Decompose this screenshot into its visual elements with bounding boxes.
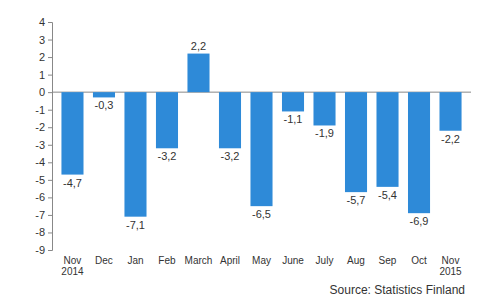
y-tick-label: -7: [35, 209, 45, 221]
y-tick-mark: [48, 110, 52, 111]
y-tick-label: 3: [39, 34, 45, 46]
y-tick-mark: [48, 92, 52, 93]
x-tick-label: Jan: [127, 255, 143, 266]
x-tick-label: May: [252, 255, 271, 266]
y-tick: 2: [39, 51, 52, 63]
data-label: -5,7: [347, 194, 366, 206]
y-tick: 3: [39, 34, 52, 46]
data-label: -1,9: [315, 127, 334, 139]
y-tick: -1: [35, 104, 52, 116]
y-tick-label: -1: [35, 104, 45, 116]
data-label: -6,9: [410, 215, 429, 227]
y-tick-label: -4: [35, 156, 45, 168]
chart: -9 -8 -7 -6 -5 -4 -3 -2 -1 0 1 2 3 4 -4,7 -0,3 -7,1 -3,2 2…: [0, 0, 491, 302]
data-label: 2,2: [191, 40, 206, 52]
y-tick-label: 0: [39, 86, 45, 98]
bar: [250, 92, 272, 206]
y-tick-mark: [48, 127, 52, 128]
y-tick-label: 1: [39, 69, 45, 81]
source-note: Source: Statistics Finland: [330, 283, 465, 297]
data-label: -3,2: [221, 150, 240, 162]
y-tick-mark: [48, 40, 52, 41]
x-tick-label: Feb: [158, 255, 176, 266]
plot: -9 -8 -7 -6 -5 -4 -3 -2 -1 0 1 2 3 4 -4,7 -0,3 -7,1 -3,2 2…: [35, 16, 471, 277]
y-tick-mark: [48, 215, 52, 216]
data-label: -3,2: [158, 150, 177, 162]
x-tick-label: Aug: [347, 255, 365, 266]
x-tick-label: Dec: [95, 255, 113, 266]
y-tick-label: -9: [35, 244, 45, 256]
bar: [187, 54, 209, 93]
x-tick-label: March: [185, 255, 213, 266]
data-label: -4,7: [63, 177, 82, 189]
y-tick-label: -8: [35, 226, 45, 238]
x-axis: Nov2014 Dec Jan Feb March April May June July Aug…: [61, 255, 462, 277]
x-tick-label: Nov2015: [439, 255, 462, 277]
bar: [93, 92, 115, 97]
y-tick: -2: [35, 121, 52, 133]
y-tick: -5: [35, 174, 52, 186]
y-tick: -6: [35, 191, 52, 203]
bar: [61, 92, 83, 174]
data-label: -2,2: [441, 133, 460, 145]
y-tick: -7: [35, 209, 52, 221]
y-tick-label: -6: [35, 191, 45, 203]
y-tick-label: 2: [39, 51, 45, 63]
y-axis-line: [48, 23, 53, 251]
y-tick-mark: [48, 232, 52, 233]
x-tick-label: Nov2014: [61, 255, 84, 277]
bar: [124, 92, 146, 217]
bar: [156, 92, 178, 148]
y-tick-mark: [48, 162, 52, 163]
bar: [376, 92, 398, 187]
y-tick-label: 4: [39, 16, 45, 28]
y-tick-mark: [48, 22, 52, 23]
y-tick-mark: [48, 180, 52, 181]
bar: [439, 92, 461, 131]
y-tick: -4: [35, 156, 52, 168]
bar: [345, 92, 367, 192]
y-tick: 0: [39, 86, 52, 98]
x-tick-label: Sep: [379, 255, 397, 266]
y-tick-label: -3: [35, 139, 45, 151]
x-tick-label: June: [282, 255, 304, 266]
y-axis: -9 -8 -7 -6 -5 -4 -3 -2 -1 0 1 2 3 4: [35, 16, 52, 256]
x-tick-label: April: [220, 255, 240, 266]
bar: [282, 92, 304, 111]
data-label: -7,1: [126, 219, 145, 231]
bar: [408, 92, 430, 213]
data-label: -6,5: [252, 208, 271, 220]
data-label: -0,3: [94, 99, 113, 111]
y-tick-label: -2: [35, 121, 45, 133]
y-tick-mark: [48, 57, 52, 58]
bars: [61, 54, 461, 217]
data-labels: -4,7-0,3-7,1-3,22,2-3,2-6,5-1,1-1,9-5,7-…: [63, 40, 460, 231]
y-tick: 4: [39, 16, 52, 28]
bar: [313, 92, 335, 125]
y-tick: -3: [35, 139, 52, 151]
y-tick-label: -5: [35, 174, 45, 186]
y-tick: -9: [35, 244, 52, 256]
data-label: -5,4: [378, 189, 397, 201]
y-tick-mark: [48, 197, 52, 198]
y-tick-mark: [48, 75, 52, 76]
y-tick-mark: [48, 145, 52, 146]
data-label: -1,1: [284, 113, 303, 125]
x-tick-label: July: [316, 255, 334, 266]
y-tick-mark: [48, 250, 52, 251]
bar: [219, 92, 241, 148]
x-tick-label: Oct: [411, 255, 427, 266]
y-tick: 1: [39, 69, 52, 81]
y-tick: -8: [35, 226, 52, 238]
